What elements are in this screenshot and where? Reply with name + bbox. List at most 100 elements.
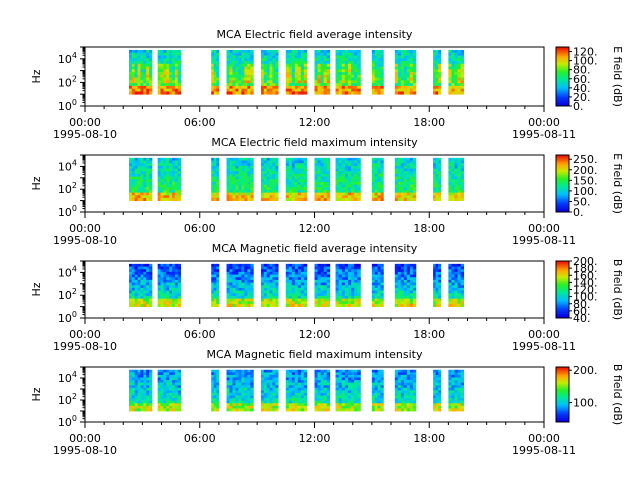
heatmap-cell <box>347 377 352 381</box>
heatmap-cell <box>269 160 273 164</box>
colorbar-swatch <box>556 179 569 182</box>
heatmap-cell <box>229 287 233 291</box>
heatmap-cell <box>406 298 411 302</box>
heatmap-cell <box>374 279 379 283</box>
heatmap-cell <box>403 192 408 196</box>
heatmap-cell <box>263 72 268 76</box>
heatmap-cell <box>294 269 299 273</box>
heatmap-cell <box>128 374 133 378</box>
heatmap-cell <box>143 77 147 81</box>
heatmap-cell <box>341 380 346 384</box>
heatmap-cell <box>291 400 296 404</box>
heatmap-cell <box>263 408 268 412</box>
heatmap-cell <box>409 157 414 161</box>
heatmap-cell <box>275 298 279 302</box>
heatmap-cell <box>288 83 293 87</box>
heatmap-cell <box>303 398 308 402</box>
heatmap-cell <box>317 165 322 169</box>
heatmap-cell <box>320 63 325 67</box>
heatmap-cell <box>354 380 358 384</box>
heatmap-cell <box>317 52 322 56</box>
heatmap-cell <box>157 282 161 286</box>
heatmap-cell <box>149 197 153 201</box>
heatmap-cell <box>438 173 442 177</box>
heatmap-cell <box>351 197 355 201</box>
heatmap-cell <box>177 58 182 62</box>
heatmap-cell <box>374 387 379 391</box>
heatmap-cell <box>351 274 355 278</box>
heatmap-cell <box>403 197 408 201</box>
heatmap-cell <box>160 77 164 81</box>
heatmap-cell <box>412 61 417 65</box>
heatmap-cell <box>320 408 325 412</box>
heatmap-cell <box>143 403 147 407</box>
heatmap-cell <box>338 173 343 177</box>
heatmap-cell <box>216 195 220 199</box>
heatmap-cell <box>412 88 417 92</box>
heatmap-cell <box>226 88 230 92</box>
heatmap-cell <box>260 400 265 404</box>
heatmap-cell <box>263 88 268 92</box>
heatmap-cell <box>241 380 245 384</box>
heatmap-cell <box>326 287 331 291</box>
heatmap-cell <box>163 192 167 196</box>
heatmap-cell <box>435 285 439 289</box>
heatmap-cell <box>288 171 293 175</box>
colorbar-swatch <box>556 64 569 67</box>
heatmap-cell <box>226 385 230 389</box>
heatmap-cell <box>460 91 465 95</box>
heatmap-cell <box>160 277 164 281</box>
heatmap-cell <box>160 63 164 67</box>
heatmap-cell <box>406 398 411 402</box>
heatmap-cell <box>275 176 279 180</box>
heatmap-cell <box>351 72 355 76</box>
heatmap-cell <box>131 83 136 87</box>
heatmap-cell <box>347 290 352 294</box>
heatmap-cell <box>406 403 411 407</box>
heatmap-cell <box>244 197 248 201</box>
heatmap-cell <box>294 387 299 391</box>
heatmap-cell <box>226 195 230 199</box>
heatmap-cell <box>157 80 161 84</box>
heatmap-cell <box>269 392 273 396</box>
heatmap-cell <box>288 69 293 73</box>
heatmap-cell <box>454 58 458 62</box>
heatmap-cell <box>160 173 164 177</box>
heatmap-cell <box>406 88 411 92</box>
heatmap-cell <box>216 66 220 70</box>
heatmap-cell <box>226 293 230 297</box>
heatmap-cell <box>377 160 381 164</box>
heatmap-cell <box>412 69 417 73</box>
colorbar-swatch <box>556 289 569 292</box>
heatmap-cell <box>460 295 465 299</box>
heatmap-cell <box>394 301 399 305</box>
heatmap-cell <box>160 157 164 161</box>
heatmap-cell <box>314 85 318 90</box>
heatmap-cell <box>341 303 346 307</box>
heatmap-cell <box>448 197 452 201</box>
heatmap-cell <box>397 173 402 177</box>
heatmap-cell <box>377 168 381 172</box>
heatmap-cell <box>454 160 458 164</box>
heatmap-cell <box>397 290 402 294</box>
heatmap-cell <box>397 295 402 299</box>
heatmap-cell <box>460 49 465 54</box>
heatmap-cell <box>314 395 318 399</box>
heatmap-cell <box>269 380 273 384</box>
heatmap-cell <box>303 395 308 399</box>
heatmap-cell <box>260 403 265 407</box>
heatmap-cell <box>406 192 411 196</box>
heatmap-cell <box>320 303 325 307</box>
heatmap-cell <box>433 290 437 294</box>
heatmap-cell <box>169 192 173 196</box>
heatmap-cell <box>326 390 331 394</box>
heatmap-cell <box>157 55 161 59</box>
heatmap-cell <box>347 91 352 95</box>
heatmap-cell <box>137 290 141 294</box>
heatmap-cell <box>269 187 273 191</box>
heatmap-cell <box>320 395 325 399</box>
y-tick-label: 102 <box>58 287 77 302</box>
heatmap-cell <box>146 369 150 373</box>
heatmap-cell <box>174 285 179 289</box>
heatmap-cell <box>347 380 352 384</box>
